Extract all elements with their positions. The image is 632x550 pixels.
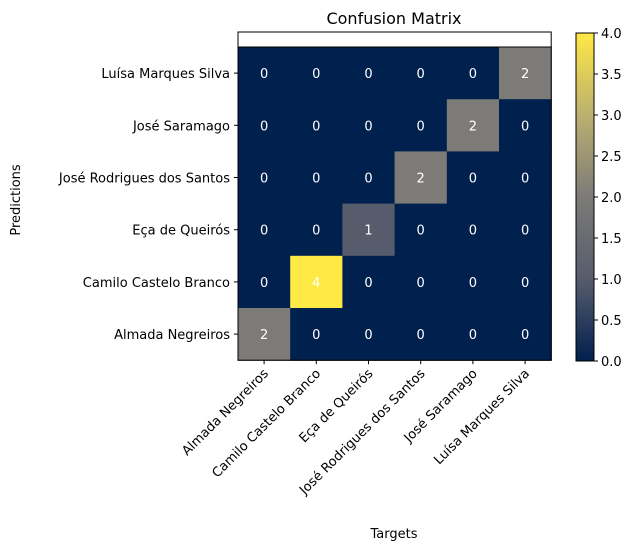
heatmap-cell [394,308,448,361]
heatmap-cell [446,308,500,361]
y-tick-label: Almada Negreiros [114,328,230,343]
heatmap-cell [238,203,291,257]
cell-value-label: 0 [521,328,529,343]
cell-value-label: 0 [521,224,529,239]
cell-value-label: 0 [312,172,320,187]
x-axis-title: Targets [370,527,418,542]
colorbar-tick-label: 0.0 [601,355,622,370]
y-tick-label: Luísa Marques Silva [101,67,230,82]
heatmap-cell [499,151,552,205]
heatmap-cell [238,47,291,100]
chart-title: Confusion Matrix [326,9,461,28]
cell-value-label: 0 [312,119,320,134]
cell-value-label: 0 [469,67,477,82]
cell-value-label: 0 [312,328,320,343]
heatmap-cell [290,255,343,309]
cell-value-label: 1 [364,224,372,239]
cell-value-label: 2 [260,328,268,343]
cell-value-label: 0 [521,276,529,291]
colorbar-tick-label: 1.0 [601,273,622,288]
cell-value-label: 0 [364,276,372,291]
colorbar-tick-label: 1.5 [601,232,622,247]
cell-value-label: 0 [417,67,425,82]
heatmap-cell [446,99,500,152]
heatmap-cell [290,47,343,100]
colorbar-tick-label: 3.0 [601,109,622,124]
cell-value-label: 0 [364,119,372,134]
heatmap-cell [499,47,552,100]
y-tick-label: José Rodrigues dos Santos [58,172,230,187]
colorbar-gradient [575,32,595,362]
y-axis-title: Predictions [9,164,24,236]
cell-value-label: 2 [521,67,529,82]
heatmap-cell [446,203,500,257]
cell-value-label: 0 [260,276,268,291]
heatmap-cell [499,203,552,257]
colorbar-tick-label: 0.5 [601,314,622,329]
cell-value-label: 0 [364,172,372,187]
heatmap-cell [446,151,500,205]
heatmap-cell [499,255,552,309]
heatmap-cell [446,47,500,100]
cell-value-label: 0 [312,67,320,82]
cell-value-label: 0 [260,119,268,134]
cell-value-label: 0 [521,119,529,134]
heatmap-cell [394,203,448,257]
cell-value-label: 0 [417,224,425,239]
cell-value-label: 0 [260,67,268,82]
heatmap-cell [342,47,396,100]
heatmap-cell [238,99,291,152]
heatmap-cell [499,99,552,152]
heatmap-cell [342,255,396,309]
cell-value-label: 0 [364,67,372,82]
heatmap-cell [290,308,343,361]
cell-value-label: 0 [417,276,425,291]
heatmap-cell [342,308,396,361]
colorbar-tick-label: 4.0 [601,27,622,42]
heatmap-cell [394,99,448,152]
heatmap-cell [342,203,396,257]
cell-value-label: 0 [312,224,320,239]
heatmap-cell [238,308,291,361]
cell-value-label: 0 [364,328,372,343]
cell-value-label: 0 [417,328,425,343]
heatmap-cell [290,99,343,152]
cell-value-label: 0 [521,172,529,187]
heatmap-cell [394,255,448,309]
heatmap-cell [290,151,343,205]
colorbar-tick-label: 3.5 [601,68,622,83]
cell-value-label: 0 [469,276,477,291]
heatmap-cell [342,99,396,152]
colorbar-tick-label: 2.0 [601,191,622,206]
cell-value-label: 2 [417,172,425,187]
x-tick-label: Luísa Marques Silva [431,366,533,468]
heatmap-cell [342,151,396,205]
colorbar-tick-label: 2.5 [601,150,622,165]
x-tick-label: Almada Negreiros [179,366,272,459]
heatmap-cell [290,203,343,257]
heatmap-cell [394,47,448,100]
y-tick-label: Camilo Castelo Branco [83,276,230,291]
heatmap-cell [394,151,448,205]
cell-value-label: 0 [469,328,477,343]
y-tick-label: José Saramago [132,119,230,134]
heatmap-cell [499,308,552,361]
cell-value-label: 4 [312,276,320,291]
cell-value-label: 0 [417,119,425,134]
y-tick-label: Eça de Queirós [132,224,230,239]
cell-value-label: 0 [469,224,477,239]
cell-value-label: 0 [260,172,268,187]
cell-value-label: 2 [469,119,477,134]
plot-border [237,46,552,361]
cell-value-label: 0 [469,172,477,187]
heatmap-cell [446,255,500,309]
heatmap-cell [238,255,291,309]
x-tick-label: Camilo Castelo Branco [209,366,324,481]
cell-value-label: 0 [260,224,268,239]
heatmap-cell [238,151,291,205]
